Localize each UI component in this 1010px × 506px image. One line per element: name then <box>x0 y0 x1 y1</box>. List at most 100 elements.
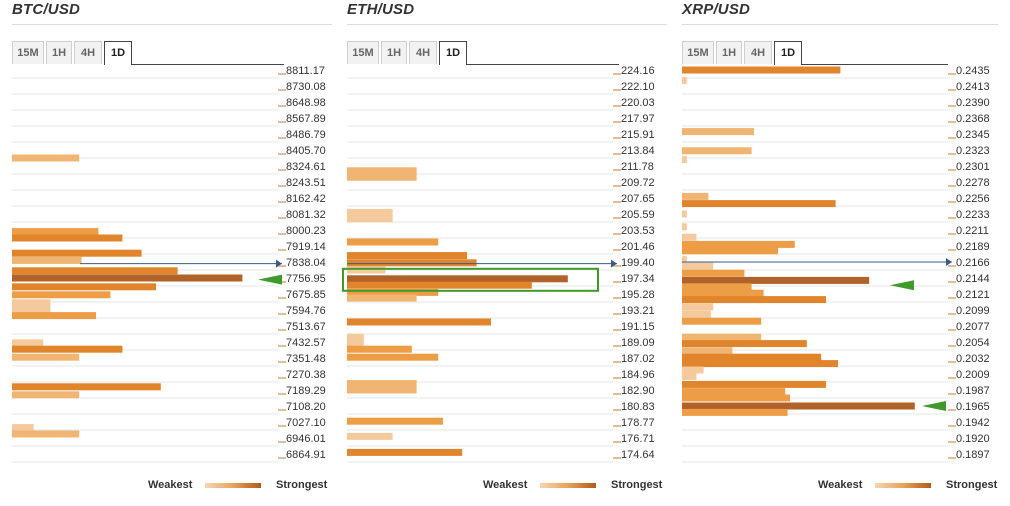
confluence-bar <box>347 281 532 289</box>
confluence-bar <box>682 317 762 325</box>
highlight-arrow <box>922 401 946 411</box>
price-label: 197.34 <box>621 273 655 285</box>
price-label: 211.78 <box>621 161 654 173</box>
price-label: 205.59 <box>621 209 655 221</box>
confluence-bar <box>682 394 790 402</box>
confluence-bar <box>12 283 156 291</box>
price-label: 213.84 <box>621 145 655 157</box>
confluence-bar <box>347 215 393 223</box>
tab-4h[interactable]: 4H <box>409 41 437 64</box>
confluence-bar <box>682 192 709 200</box>
price-label: 0.2009 <box>956 369 990 381</box>
tab-15m[interactable]: 15M <box>682 41 714 64</box>
price-label: 7027.10 <box>286 417 326 429</box>
price-label: 0.2323 <box>956 145 990 157</box>
confluence-bar <box>682 310 711 318</box>
price-label: 209.72 <box>621 177 655 189</box>
legend-strongest: Strongest <box>611 479 663 491</box>
legend-gradient <box>205 483 261 488</box>
price-label: 0.2256 <box>956 193 990 205</box>
eth-confluence-chart: 224.16 222.10 220.03 217.97 215.91 213.84 211.… <box>342 65 655 463</box>
tab-1d[interactable]: 1D <box>104 41 132 65</box>
price-label: 201.46 <box>621 241 655 253</box>
grid <box>347 77 613 463</box>
confluence-bar <box>682 303 714 311</box>
legend-gradient <box>875 483 931 488</box>
price-label: 224.16 <box>621 65 655 77</box>
price-label: 182.90 <box>621 385 655 397</box>
tab-1h[interactable]: 1H <box>716 41 742 64</box>
tab-1h[interactable]: 1H <box>381 41 407 64</box>
confluence-bar <box>347 266 386 274</box>
confluence-bar <box>12 430 80 438</box>
xrp-usd-panel: XRP/USD 15M 1H 4H 1D 0.2435 0.2413 0.2390 0… <box>682 0 1002 506</box>
tabs-baseline <box>467 64 619 65</box>
pair-title: ETH/USD <box>347 1 415 18</box>
confluence-bar <box>12 391 80 399</box>
btc-confluence-chart: 8811.17 8730.08 8648.98 8567.89 8486.79 8405.… <box>12 65 326 463</box>
price-label: 7270.38 <box>286 369 326 381</box>
price-label: 8811.17 <box>286 65 325 77</box>
confluence-bar <box>682 233 697 241</box>
confluence-bar <box>347 353 439 361</box>
tabs-baseline <box>132 64 284 65</box>
tab-4h[interactable]: 4H <box>744 41 772 64</box>
confluence-bar <box>347 380 417 388</box>
xrp-confluence-chart: 0.2435 0.2413 0.2390 0.2368 0.2345 0.2323 0.23… <box>682 65 990 463</box>
confluence-bar <box>682 66 841 74</box>
confluence-bar <box>682 76 687 84</box>
tab-15m[interactable]: 15M <box>12 41 44 64</box>
highlight-arrow <box>258 274 282 285</box>
price-label: 0.2301 <box>956 161 990 173</box>
current-price-marker <box>946 258 952 266</box>
confluence-bar <box>12 299 51 307</box>
price-label: 0.2099 <box>956 305 990 317</box>
pair-title: XRP/USD <box>682 1 751 18</box>
price-label: 207.65 <box>621 193 655 205</box>
confluence-bar <box>347 259 477 267</box>
price-label: 189.09 <box>621 337 655 349</box>
confluence-bar <box>682 128 754 136</box>
price-label: 187.02 <box>621 353 655 365</box>
price-label: 7432.57 <box>286 337 326 349</box>
confluence-bar <box>682 408 788 416</box>
legend-strongest: Strongest <box>276 479 328 491</box>
legend: Weakest Strongest <box>682 479 998 493</box>
price-label: 8405.70 <box>286 145 326 157</box>
confluence-bar <box>682 340 807 348</box>
price-label: 195.28 <box>621 289 655 301</box>
tab-4h[interactable]: 4H <box>74 41 102 64</box>
confluence-bar <box>682 380 826 388</box>
price-label: 0.2054 <box>956 337 990 349</box>
highlight-box <box>342 267 599 292</box>
confluence-bar <box>682 388 786 396</box>
bars <box>682 66 915 416</box>
tab-1d[interactable]: 1D <box>439 41 467 65</box>
price-label: 0.2345 <box>956 129 990 141</box>
current-price-marker <box>276 259 282 268</box>
confluence-bar <box>682 366 704 374</box>
price-label: 0.2144 <box>956 273 990 285</box>
title-divider <box>12 24 332 25</box>
price-label: 7838.04 <box>286 257 326 269</box>
tab-1h[interactable]: 1H <box>46 41 72 64</box>
confluence-bar <box>347 432 393 440</box>
price-label: 8730.08 <box>286 81 326 93</box>
price-label: 0.1942 <box>956 417 990 429</box>
confluence-bar <box>347 318 491 326</box>
price-label: 6864.91 <box>286 449 326 461</box>
confluence-bar <box>682 353 822 361</box>
confluence-bar <box>682 283 752 291</box>
confluence-bar <box>12 267 178 275</box>
title-divider <box>682 24 998 25</box>
tab-1d[interactable]: 1D <box>774 41 802 65</box>
legend-strongest: Strongest <box>946 479 998 491</box>
price-label: 8243.51 <box>286 177 326 189</box>
price-label: 180.83 <box>621 401 655 413</box>
price-label: 7594.76 <box>286 305 326 317</box>
price-label: 178.77 <box>621 417 655 429</box>
confluence-bar <box>12 353 80 361</box>
tab-15m[interactable]: 15M <box>347 41 379 64</box>
pair-title: BTC/USD <box>12 1 81 18</box>
price-label: 0.2121 <box>956 289 990 301</box>
